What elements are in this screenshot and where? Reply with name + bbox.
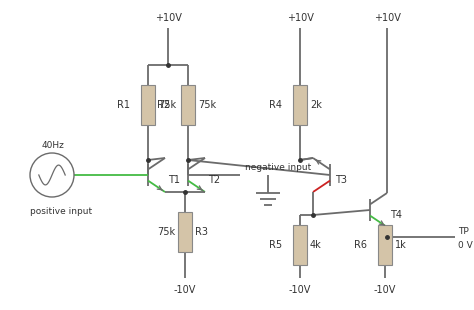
Text: R5: R5 [269,240,282,250]
Text: R6: R6 [354,240,367,250]
Text: +10V: +10V [374,13,401,23]
FancyBboxPatch shape [181,85,195,125]
FancyBboxPatch shape [293,85,307,125]
Text: T2: T2 [208,175,220,185]
Text: -10V: -10V [374,285,396,295]
Text: positive input: positive input [30,206,92,215]
FancyBboxPatch shape [178,212,192,252]
FancyBboxPatch shape [293,225,307,265]
FancyBboxPatch shape [378,225,392,265]
Text: R1: R1 [117,100,130,110]
Text: -10V: -10V [174,285,196,295]
Text: +10V: +10V [287,13,313,23]
Text: R4: R4 [269,100,282,110]
Text: -10V: -10V [289,285,311,295]
Text: R2: R2 [157,100,170,110]
Text: 4k: 4k [310,240,322,250]
Text: T4: T4 [390,210,402,220]
Text: TP: TP [458,227,469,236]
Text: 2k: 2k [310,100,322,110]
Text: +10V: +10V [155,13,182,23]
Text: T1: T1 [168,175,180,185]
Text: R3: R3 [195,227,208,237]
Text: 75k: 75k [198,100,216,110]
Text: 75k: 75k [157,227,175,237]
Text: negative input: negative input [245,162,311,171]
Text: 75k: 75k [158,100,176,110]
Text: 0 V: 0 V [458,241,473,250]
Text: T3: T3 [335,175,347,185]
FancyBboxPatch shape [141,85,155,125]
Text: 1k: 1k [395,240,407,250]
Text: 40Hz: 40Hz [42,140,65,149]
